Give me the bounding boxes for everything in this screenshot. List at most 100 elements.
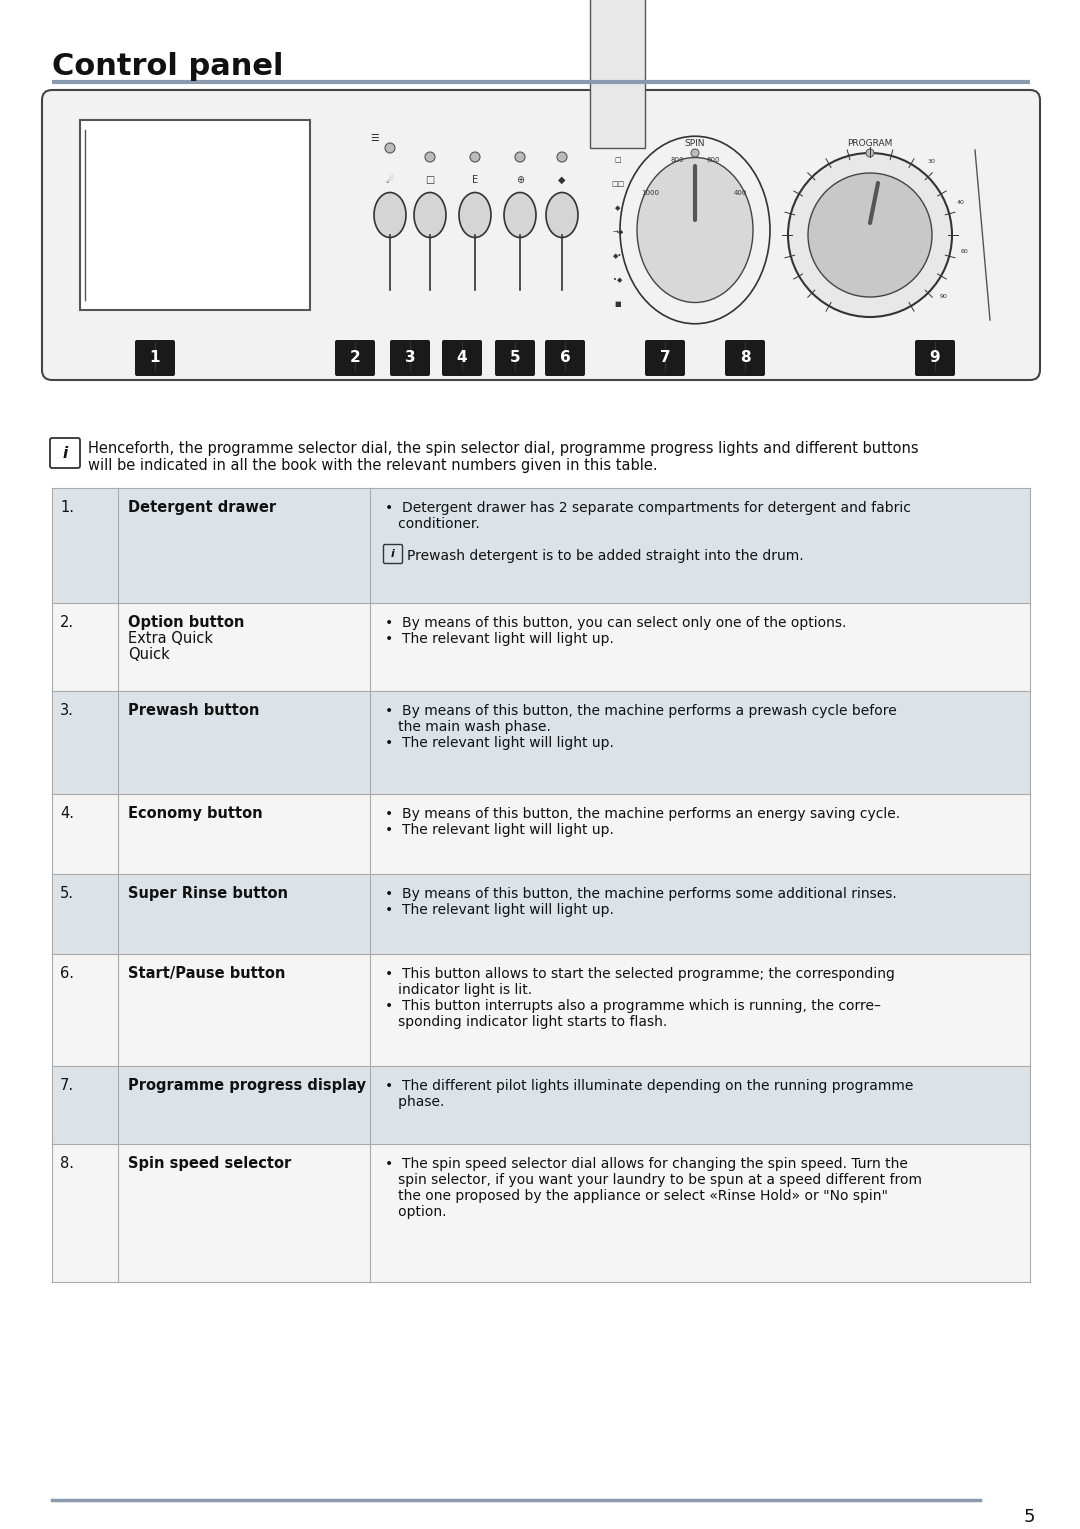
Text: •  This button allows to start the selected programme; the corresponding: • This button allows to start the select… (384, 966, 895, 982)
Text: 1000: 1000 (640, 190, 659, 196)
Text: 7: 7 (660, 350, 671, 365)
Text: SPIN: SPIN (685, 139, 705, 147)
Text: sponding indicator light starts to flash.: sponding indicator light starts to flash… (384, 1015, 667, 1029)
FancyBboxPatch shape (545, 339, 585, 376)
Text: □: □ (426, 174, 434, 185)
Bar (52, 794, 1030, 875)
Ellipse shape (414, 193, 446, 237)
Text: 8: 8 (740, 350, 751, 365)
Text: Spin speed selector: Spin speed selector (129, 1156, 292, 1171)
Text: 6: 6 (559, 350, 570, 365)
Text: •  The relevant light will light up.: • The relevant light will light up. (384, 904, 613, 917)
FancyBboxPatch shape (495, 339, 535, 376)
FancyBboxPatch shape (335, 339, 375, 376)
Text: 400: 400 (733, 190, 747, 196)
Text: Programme progress display: Programme progress display (129, 1078, 366, 1093)
Text: •  By means of this button, you can select only one of the options.: • By means of this button, you can selec… (384, 616, 847, 630)
Text: 3.: 3. (60, 703, 73, 719)
Text: PROGRAM: PROGRAM (848, 139, 893, 147)
Text: Super Rinse button: Super Rinse button (129, 885, 288, 901)
Text: 5: 5 (1024, 1508, 1035, 1526)
Circle shape (691, 148, 699, 157)
Text: •  The different pilot lights illuminate depending on the running programme: • The different pilot lights illuminate … (384, 1079, 914, 1093)
Ellipse shape (788, 153, 951, 317)
Ellipse shape (374, 193, 406, 237)
Ellipse shape (546, 193, 578, 237)
FancyBboxPatch shape (915, 339, 955, 376)
Text: will be indicated in all the book with the relevant numbers given in this table.: will be indicated in all the book with t… (87, 459, 658, 472)
Text: 2: 2 (350, 350, 361, 365)
Text: Control panel: Control panel (52, 52, 283, 81)
Bar (52, 875, 1030, 954)
FancyBboxPatch shape (383, 544, 403, 564)
Bar (52, 1144, 1030, 1281)
Text: ⊕: ⊕ (516, 174, 524, 185)
Ellipse shape (620, 136, 770, 324)
Text: E: E (472, 174, 478, 185)
Text: •  The relevant light will light up.: • The relevant light will light up. (384, 735, 613, 751)
Text: □□: □□ (611, 180, 624, 187)
Text: •◆: •◆ (613, 277, 623, 283)
Text: 5: 5 (510, 350, 521, 365)
Text: option.: option. (384, 1205, 446, 1219)
Text: i: i (391, 549, 395, 560)
Text: Henceforth, the programme selector dial, the spin selector dial, programme progr: Henceforth, the programme selector dial,… (87, 440, 919, 456)
Text: 6.: 6. (60, 966, 75, 982)
Text: 40: 40 (956, 200, 964, 205)
Text: ◆: ◆ (558, 174, 566, 185)
Text: 7.: 7. (60, 1078, 75, 1093)
Bar (52, 602, 1030, 691)
Text: •  This button interrupts also a programme which is running, the corre–: • This button interrupts also a programm… (384, 998, 881, 1014)
Text: ☰: ☰ (370, 133, 379, 144)
FancyBboxPatch shape (50, 437, 80, 468)
Text: phase.: phase. (384, 1095, 444, 1109)
Bar (80, 119, 310, 310)
Text: Start/Pause button: Start/Pause button (129, 966, 285, 982)
Text: 1.: 1. (60, 500, 75, 515)
Text: 800: 800 (671, 157, 684, 164)
FancyBboxPatch shape (645, 339, 685, 376)
FancyBboxPatch shape (135, 339, 175, 376)
Bar (52, 488, 1030, 602)
Circle shape (426, 151, 435, 162)
FancyBboxPatch shape (725, 339, 765, 376)
Text: Prewash detergent is to be added straight into the drum.: Prewash detergent is to be added straigh… (407, 549, 804, 563)
Ellipse shape (808, 173, 932, 297)
Text: •  The spin speed selector dial allows for changing the spin speed. Turn the: • The spin speed selector dial allows fo… (384, 1157, 908, 1171)
Text: Extra Quick: Extra Quick (129, 631, 213, 645)
Text: indicator light is lit.: indicator light is lit. (384, 983, 532, 997)
Circle shape (515, 151, 525, 162)
Text: conditioner.: conditioner. (384, 517, 480, 531)
Text: spin selector, if you want your laundry to be spun at a speed different from: spin selector, if you want your laundry … (384, 1173, 922, 1187)
Text: 2.: 2. (60, 615, 75, 630)
Text: •  The relevant light will light up.: • The relevant light will light up. (384, 823, 613, 836)
Text: i: i (63, 445, 68, 460)
Text: Prewash button: Prewash button (129, 703, 259, 719)
Text: 3: 3 (405, 350, 416, 365)
Circle shape (470, 151, 480, 162)
Text: •  By means of this button, the machine performs an energy saving cycle.: • By means of this button, the machine p… (384, 807, 900, 821)
Text: 30: 30 (928, 159, 935, 164)
Text: ◆: ◆ (616, 205, 621, 211)
Text: the main wash phase.: the main wash phase. (384, 720, 551, 734)
Text: 600: 600 (706, 157, 719, 164)
Text: ☄: ☄ (386, 174, 394, 185)
Text: 60: 60 (961, 249, 969, 254)
Text: Option button: Option button (129, 615, 244, 630)
Text: 9: 9 (930, 350, 941, 365)
Ellipse shape (637, 157, 753, 303)
Text: 5.: 5. (60, 885, 75, 901)
Circle shape (866, 148, 874, 157)
Text: 4.: 4. (60, 806, 75, 821)
Text: •  The relevant light will light up.: • The relevant light will light up. (384, 631, 613, 645)
Text: •  Detergent drawer has 2 separate compartments for detergent and fabric: • Detergent drawer has 2 separate compar… (384, 502, 910, 515)
Text: ◆•: ◆• (613, 252, 623, 258)
Ellipse shape (504, 193, 536, 237)
Text: Economy button: Economy button (129, 806, 262, 821)
Text: □: □ (615, 157, 621, 164)
Text: the one proposed by the appliance or select «Rinse Hold» or "No spin": the one proposed by the appliance or sel… (384, 1190, 888, 1203)
FancyBboxPatch shape (42, 90, 1040, 381)
Text: 4: 4 (457, 350, 468, 365)
Bar (52, 954, 1030, 1066)
Bar (52, 1066, 1030, 1144)
